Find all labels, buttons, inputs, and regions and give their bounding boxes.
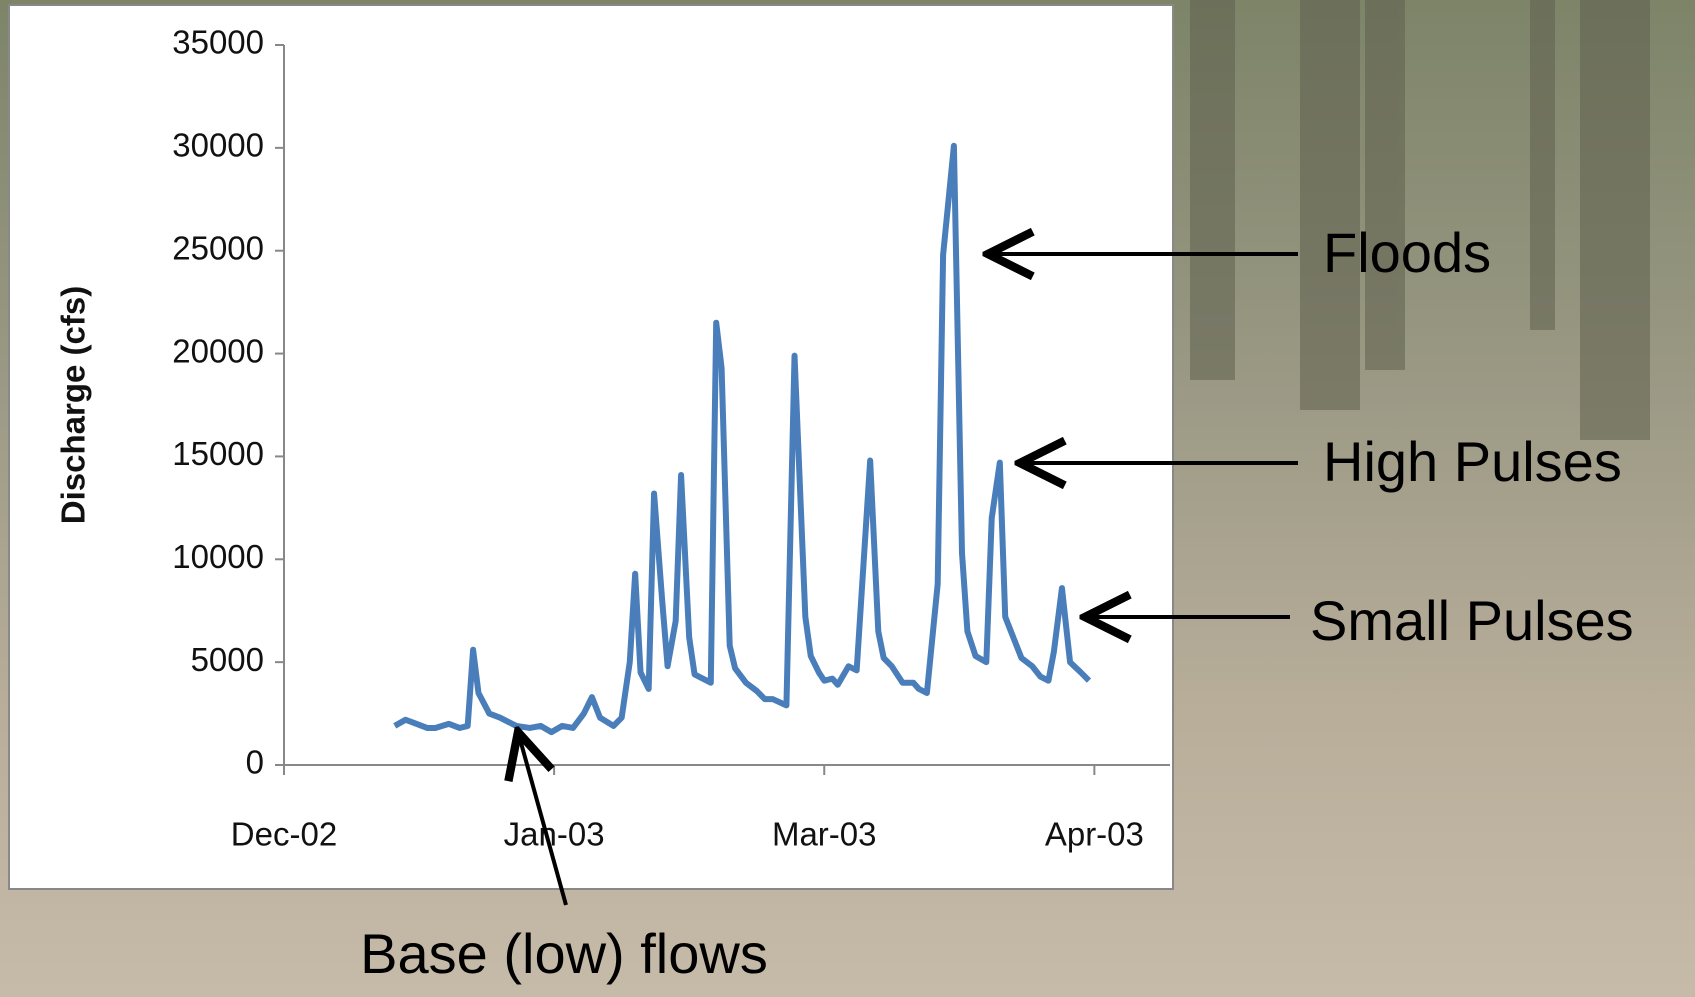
y-tick-label: 35000: [172, 24, 264, 61]
arrow: [518, 732, 568, 906]
y-tick-label: 5000: [191, 641, 264, 678]
y-axis-label: Discharge (cfs): [55, 286, 92, 524]
y-tick-label: 30000: [172, 127, 264, 164]
x-tick-label: Mar-03: [772, 816, 877, 853]
x-tick-label: Dec-02: [231, 816, 337, 853]
y-tick-label: 15000: [172, 435, 264, 472]
annotation: Base (low) flows: [360, 922, 768, 985]
annotation: Small Pulses: [1310, 589, 1634, 652]
tree-trunks: [1190, 0, 1650, 440]
annotation: Floods: [1323, 221, 1491, 284]
y-tick-label: 25000: [172, 229, 264, 266]
chart-frame: [8, 4, 1174, 890]
annotation: High Pulses: [1323, 430, 1622, 493]
x-tick-label: Apr-03: [1045, 816, 1144, 853]
x-tick-label: Jan-03: [504, 816, 605, 853]
y-tick-label: 0: [246, 744, 264, 781]
y-tick-label: 10000: [172, 538, 264, 575]
y-tick-label: 20000: [172, 332, 264, 369]
